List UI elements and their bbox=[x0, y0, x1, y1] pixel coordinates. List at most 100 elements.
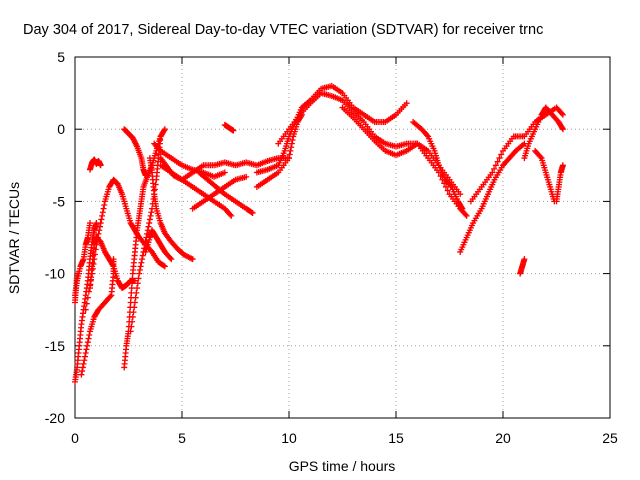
series-track-ad bbox=[553, 162, 566, 205]
data-point bbox=[496, 155, 503, 162]
data-point bbox=[96, 223, 103, 230]
data-point bbox=[437, 173, 444, 180]
data-point bbox=[447, 182, 454, 189]
data-point bbox=[139, 256, 146, 263]
series-track-x bbox=[414, 140, 470, 219]
data-point bbox=[89, 265, 96, 272]
data-point bbox=[537, 153, 544, 160]
data-point bbox=[462, 211, 469, 218]
y-tick-label: -5 bbox=[53, 193, 66, 209]
data-point bbox=[148, 209, 155, 216]
data-point bbox=[97, 220, 104, 227]
data-point bbox=[498, 151, 505, 158]
data-point bbox=[424, 132, 431, 139]
data-point bbox=[91, 256, 98, 263]
series-track-c bbox=[72, 270, 81, 306]
ticks-layer: 0 5 10 15 20 25 -20 -15 -10 -5 0 5 bbox=[45, 49, 618, 446]
data-point bbox=[492, 162, 499, 169]
data-point bbox=[107, 293, 114, 300]
data-point bbox=[288, 144, 295, 151]
data-point bbox=[97, 162, 104, 169]
data-point bbox=[88, 276, 95, 283]
x-tick-label: 10 bbox=[281, 430, 297, 446]
data-point bbox=[189, 256, 196, 263]
series-track-s bbox=[253, 111, 305, 190]
data-point bbox=[491, 165, 498, 172]
data-point bbox=[463, 212, 470, 219]
data-point bbox=[86, 331, 93, 338]
data-point bbox=[403, 100, 410, 107]
data-point bbox=[146, 220, 153, 227]
series-track-m bbox=[151, 140, 228, 180]
data-point bbox=[248, 209, 255, 216]
data-point bbox=[82, 350, 89, 357]
series-track-o bbox=[157, 155, 235, 219]
data-point bbox=[142, 238, 149, 245]
data-point bbox=[142, 172, 149, 179]
series-track-i bbox=[127, 133, 164, 335]
data-point bbox=[86, 220, 93, 227]
data-point bbox=[131, 299, 138, 306]
data-point bbox=[100, 205, 107, 212]
data-point bbox=[221, 169, 228, 176]
data-point bbox=[89, 270, 96, 277]
data-point bbox=[442, 183, 449, 190]
data-point bbox=[136, 266, 143, 273]
y-tick-label: 0 bbox=[57, 121, 65, 137]
series-track-r bbox=[221, 121, 237, 134]
data-point bbox=[136, 270, 143, 277]
data-point bbox=[457, 191, 464, 198]
x-tick-label: 0 bbox=[71, 430, 79, 446]
data-point bbox=[93, 241, 100, 248]
y-axis-label: SDTVAR / TECUs bbox=[6, 182, 22, 294]
series-track-ac bbox=[532, 147, 558, 205]
data-point bbox=[74, 270, 81, 277]
data-point bbox=[130, 309, 137, 316]
data-point bbox=[109, 262, 116, 269]
series-track-l bbox=[142, 227, 175, 263]
data-point bbox=[80, 360, 87, 367]
data-point bbox=[81, 353, 88, 360]
data-point bbox=[128, 323, 135, 330]
data-point bbox=[558, 110, 565, 117]
data-point bbox=[435, 169, 442, 176]
series-track-ab bbox=[521, 104, 566, 162]
data-point bbox=[83, 300, 90, 307]
data-point bbox=[82, 306, 89, 313]
data-point bbox=[489, 169, 496, 176]
data-point bbox=[157, 133, 164, 140]
data-point bbox=[84, 342, 91, 349]
data-point bbox=[84, 294, 91, 301]
data-point bbox=[167, 254, 174, 261]
data-point bbox=[494, 158, 501, 165]
y-tick-label: -15 bbox=[45, 338, 65, 354]
data-point bbox=[133, 289, 140, 296]
data-point bbox=[227, 211, 234, 218]
data-point bbox=[559, 126, 566, 133]
x-tick-label: 15 bbox=[388, 430, 404, 446]
data-point bbox=[441, 180, 448, 187]
data-point bbox=[81, 357, 88, 364]
x-tick-label: 20 bbox=[495, 430, 511, 446]
data-point bbox=[249, 209, 256, 216]
data-point bbox=[84, 339, 91, 346]
data-point bbox=[161, 126, 168, 133]
data-point bbox=[135, 275, 142, 282]
data-point bbox=[160, 262, 167, 269]
data-point bbox=[83, 346, 90, 353]
data-point bbox=[99, 212, 106, 219]
data-point bbox=[161, 127, 168, 134]
data-point bbox=[559, 162, 566, 169]
data-point bbox=[138, 259, 145, 266]
data-point bbox=[85, 335, 92, 342]
series-track-g bbox=[86, 156, 104, 173]
data-point bbox=[86, 282, 93, 289]
data-point bbox=[129, 318, 136, 325]
data-point bbox=[243, 173, 250, 180]
data-point bbox=[94, 238, 101, 245]
data-point bbox=[95, 230, 102, 237]
data-point bbox=[145, 223, 152, 230]
data-point bbox=[147, 212, 154, 219]
data-point bbox=[286, 155, 292, 162]
